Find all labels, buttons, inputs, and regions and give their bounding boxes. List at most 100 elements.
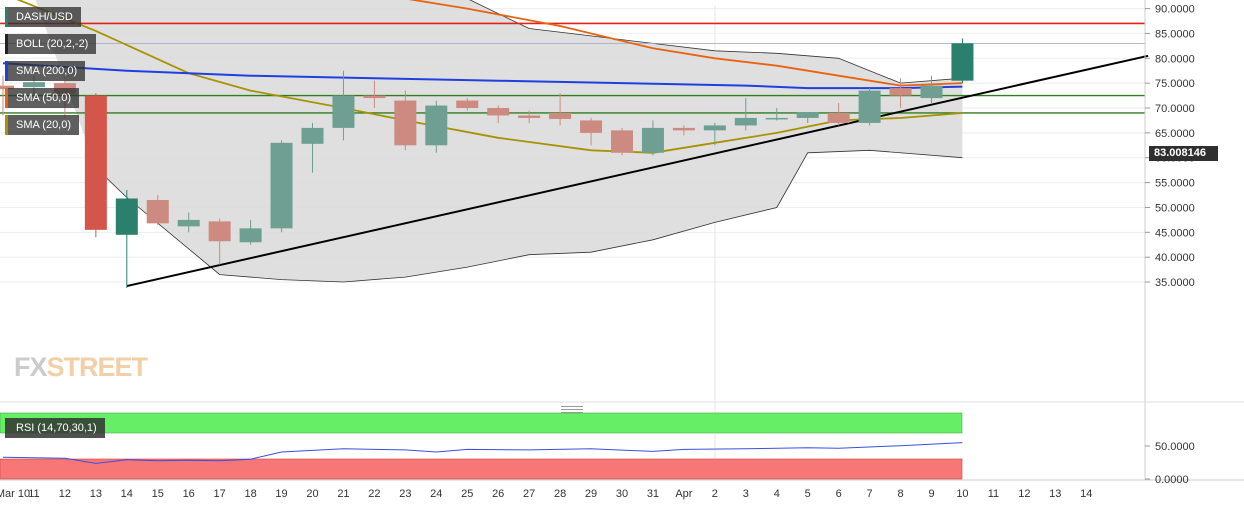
price-tick-label: 75.0000	[1155, 78, 1195, 90]
candle-body	[580, 120, 603, 133]
time-tick-label: 25	[461, 488, 473, 500]
candle-body	[22, 82, 45, 88]
legend-sma-200[interactable]: SMA (200,0)	[5, 61, 86, 81]
candle-body	[734, 117, 757, 126]
price-tick-label: 40.0000	[1155, 252, 1195, 264]
time-tick-label: 11	[28, 488, 39, 500]
time-tick-label: 21	[337, 488, 349, 500]
candle	[487, 105, 510, 123]
candle	[858, 88, 881, 126]
candle-body	[920, 85, 943, 99]
price-tick-label: 50.0000	[1155, 202, 1195, 214]
fxstreet-logo: FXSTREET	[14, 352, 148, 382]
candle-body	[765, 117, 788, 120]
legend-rsi[interactable]: RSI (14,70,30,1)	[5, 418, 105, 438]
panel-resize-handle[interactable]	[561, 404, 583, 413]
legend-swatch	[5, 61, 8, 81]
bollinger-lower	[95, 149, 963, 283]
time-tick-label: 5	[805, 488, 811, 500]
sma-200-line	[2, 62, 963, 90]
time-tick-label: 27	[523, 488, 535, 500]
candle	[146, 195, 169, 225]
candle-body	[672, 127, 695, 131]
price-tick-label: 85.0000	[1155, 28, 1195, 40]
bollinger-upper	[469, 0, 963, 84]
time-tick-label: 24	[430, 488, 442, 500]
legend-boll[interactable]: BOLL (20,2,-2)	[5, 34, 97, 54]
candle	[920, 75, 943, 104]
candle	[394, 90, 417, 151]
rsi-oversold-zone	[0, 458, 963, 480]
candle	[889, 78, 912, 109]
legend-swatch	[5, 88, 8, 108]
time-tick-label: 19	[275, 488, 287, 500]
rsi-overbought-zone	[0, 412, 963, 434]
candle	[332, 70, 355, 141]
candle-body	[518, 115, 541, 118]
candle-body	[641, 127, 664, 153]
time-tick-label: 28	[554, 488, 566, 500]
bollinger-band	[35, 0, 963, 283]
time-tick-label: 20	[306, 488, 318, 500]
candle	[0, 75, 14, 116]
bollinger-fill	[35, 0, 963, 282]
time-tick-label: 23	[399, 488, 411, 500]
candle	[672, 125, 695, 136]
price-tick-label: 45.0000	[1155, 227, 1195, 239]
candle	[115, 190, 138, 289]
legend-dash-usd[interactable]: DASH/USD	[5, 7, 81, 27]
time-tick-label: Mar 10	[0, 488, 30, 500]
candle	[611, 127, 633, 156]
candle-body	[0, 85, 14, 90]
last-price-label: 83.008146	[1149, 146, 1218, 161]
time-tick-label: 10	[956, 488, 968, 500]
candle-body	[858, 90, 881, 123]
candle	[703, 122, 726, 146]
candle	[518, 110, 541, 123]
rsi-tick-label: 50.0000	[1155, 441, 1195, 453]
price-tick-label: 65.0000	[1155, 128, 1195, 140]
candle-body	[270, 142, 293, 229]
candle-body	[115, 198, 138, 235]
price-tick-label: 35.0000	[1155, 277, 1195, 289]
candle	[425, 100, 448, 153]
time-tick-label: 22	[368, 488, 380, 500]
candle-body	[301, 127, 324, 144]
legend-sma-50[interactable]: SMA (50,0)	[5, 88, 80, 108]
candle-body	[827, 112, 850, 123]
candle-body	[177, 219, 200, 227]
price-tick-label: 90.0000	[1155, 4, 1195, 16]
time-tick-label: 3	[743, 488, 749, 500]
time-tick-label: 13	[1049, 488, 1061, 500]
candle-body	[611, 130, 633, 153]
candle	[734, 98, 757, 131]
time-tick-label: 17	[214, 488, 226, 500]
candle-body	[796, 111, 819, 118]
time-tick-label: 15	[152, 488, 164, 500]
rsi-tick-label: 0.0000	[1155, 474, 1189, 486]
time-tick-label: 26	[492, 488, 504, 500]
time-tick-label: Apr	[675, 488, 692, 500]
candle	[827, 103, 850, 126]
candle	[765, 108, 788, 121]
time-tick-label: 31	[647, 488, 659, 500]
time-tick-label: 7	[867, 488, 873, 500]
price-tick-label: 70.0000	[1155, 103, 1195, 115]
sma-50-line	[408, 0, 963, 87]
candle	[177, 212, 200, 233]
candle-body	[549, 112, 572, 119]
time-tick-label: 30	[616, 488, 628, 500]
candle	[796, 111, 819, 123]
candle	[208, 218, 231, 265]
candle-body	[951, 43, 974, 81]
candle	[301, 122, 324, 173]
legend-swatch	[5, 7, 8, 27]
time-tick-label: 2	[712, 488, 718, 500]
candle	[363, 80, 386, 109]
legend-sma-20[interactable]: SMA (20,0)	[5, 115, 80, 135]
time-tick-label: 4	[774, 488, 780, 500]
candle	[641, 120, 664, 156]
